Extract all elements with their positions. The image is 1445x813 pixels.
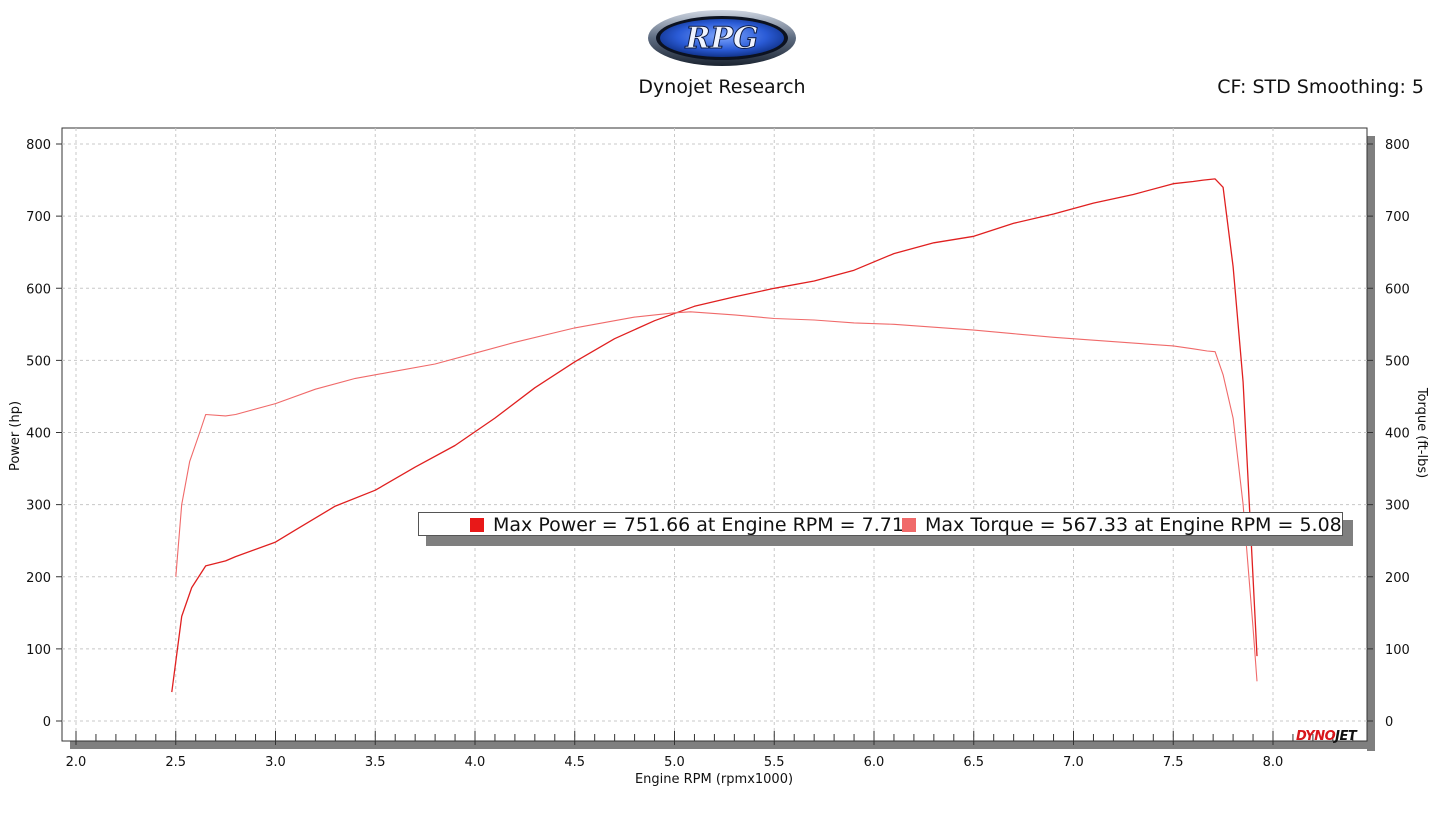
- x-tick-label: 3.0: [265, 755, 286, 770]
- rpg-logo: RPG: [646, 8, 798, 68]
- y-tick-label-left: 0: [43, 715, 51, 730]
- x-tick-label: 6.0: [864, 755, 885, 770]
- y-tick-label-right: 600: [1385, 282, 1410, 297]
- chart-title: Dynojet Research: [638, 76, 806, 98]
- legend-torque-text: Max Torque = 567.33 at Engine RPM = 5.08: [925, 514, 1342, 536]
- power-series-line: [171, 178, 1258, 693]
- y-tick-label-right: 800: [1385, 138, 1410, 153]
- x-tick-label: 7.0: [1063, 755, 1084, 770]
- y-tick-label-left: 200: [26, 571, 51, 586]
- y-tick-label-left: 100: [26, 643, 51, 658]
- legend-item-torque: Max Torque = 567.33 at Engine RPM = 5.08: [902, 514, 1342, 536]
- logo-text: RPG: [684, 21, 758, 56]
- power-swatch: [470, 518, 484, 532]
- correction-factor-label: CF: STD Smoothing: 5: [1217, 76, 1424, 98]
- brand-part2: JET: [1335, 729, 1357, 744]
- y-tick-label-right: 100: [1385, 643, 1410, 658]
- dynojet-brand: DYNOJET: [1296, 729, 1357, 744]
- x-tick-label: 7.5: [1163, 755, 1184, 770]
- x-tick-label: 2.5: [165, 755, 186, 770]
- x-tick-label: 4.5: [564, 755, 585, 770]
- x-tick-label: 3.5: [365, 755, 386, 770]
- x-tick-label: 5.5: [764, 755, 785, 770]
- y-axis-label-left: Power (hp): [8, 401, 23, 471]
- x-tick-label: 5.0: [664, 755, 685, 770]
- x-tick-label: 6.5: [963, 755, 984, 770]
- legend-box: Max Power = 751.66 at Engine RPM = 7.71 …: [418, 512, 1343, 536]
- y-tick-label-right: 400: [1385, 427, 1410, 442]
- legend-power-text: Max Power = 751.66 at Engine RPM = 7.71: [493, 514, 904, 536]
- y-tick-label-right: 500: [1385, 354, 1410, 369]
- y-tick-label-left: 500: [26, 354, 51, 369]
- torque-series-line: [175, 311, 1258, 682]
- y-tick-label-left: 700: [26, 210, 51, 225]
- y-tick-label-right: 200: [1385, 571, 1410, 586]
- x-tick-label: 8.0: [1263, 755, 1284, 770]
- y-tick-label-right: 300: [1385, 499, 1410, 514]
- brand-part1: DYNO: [1296, 729, 1336, 744]
- y-tick-label-left: 600: [26, 282, 51, 297]
- torque-swatch: [902, 518, 916, 532]
- legend-item-power: Max Power = 751.66 at Engine RPM = 7.71: [470, 514, 904, 536]
- x-axis-label: Engine RPM (rpmx1000): [635, 772, 793, 787]
- plot-area: [61, 127, 1368, 742]
- y-tick-label-left: 300: [26, 499, 51, 514]
- y-axis-label-right: Torque (ft-lbs): [1414, 387, 1429, 478]
- plot-shadow-bottom: [70, 741, 1375, 749]
- x-tick-label: 2.0: [66, 755, 87, 770]
- y-tick-label-left: 400: [26, 427, 51, 442]
- plot-shadow-right: [1367, 136, 1375, 751]
- y-tick-label-right: 0: [1385, 715, 1393, 730]
- x-tick-label: 4.0: [465, 755, 486, 770]
- y-tick-label-left: 800: [26, 138, 51, 153]
- y-tick-label-right: 700: [1385, 210, 1410, 225]
